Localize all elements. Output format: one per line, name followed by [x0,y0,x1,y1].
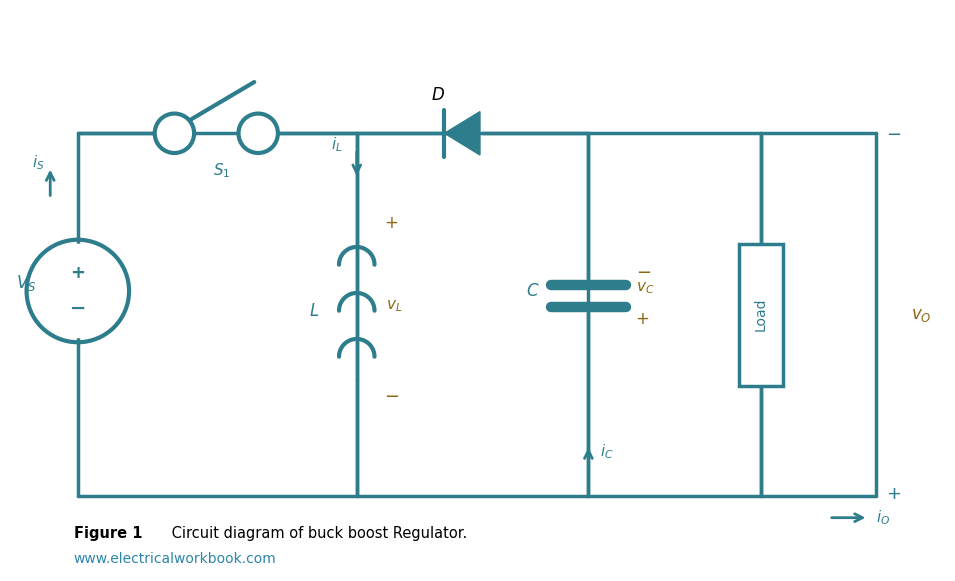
Text: +: + [384,214,398,232]
Text: $D$: $D$ [431,86,445,104]
Text: $L$: $L$ [309,302,319,320]
Text: $C$: $C$ [525,282,540,300]
Text: −: − [886,126,902,144]
Text: Circuit diagram of buck boost Regulator.: Circuit diagram of buck boost Regulator. [166,526,467,541]
Circle shape [155,113,194,153]
Text: +: + [886,485,902,503]
Text: Load: Load [753,298,768,331]
Text: −: − [70,299,86,318]
Text: −: − [636,264,650,282]
Text: $v_L$: $v_L$ [387,298,403,314]
Circle shape [239,113,278,153]
Bar [739,243,782,386]
Text: $V_S$: $V_S$ [16,273,36,293]
Text: $i_C$: $i_C$ [600,442,614,461]
Text: $i_S$: $i_S$ [32,153,44,172]
Text: −: − [384,388,399,406]
Text: $v_O$: $v_O$ [911,306,931,324]
Text: $v_C$: $v_C$ [636,280,654,296]
Circle shape [31,243,125,338]
Text: $S_1$: $S_1$ [213,161,230,180]
Text: +: + [636,310,649,328]
Text: Figure 1: Figure 1 [74,526,142,541]
Text: www.electricalworkbook.com: www.electricalworkbook.com [74,552,277,566]
Polygon shape [444,112,480,155]
Text: $i_O$: $i_O$ [876,508,890,527]
Text: +: + [71,264,85,282]
Text: $i_L$: $i_L$ [331,136,343,155]
